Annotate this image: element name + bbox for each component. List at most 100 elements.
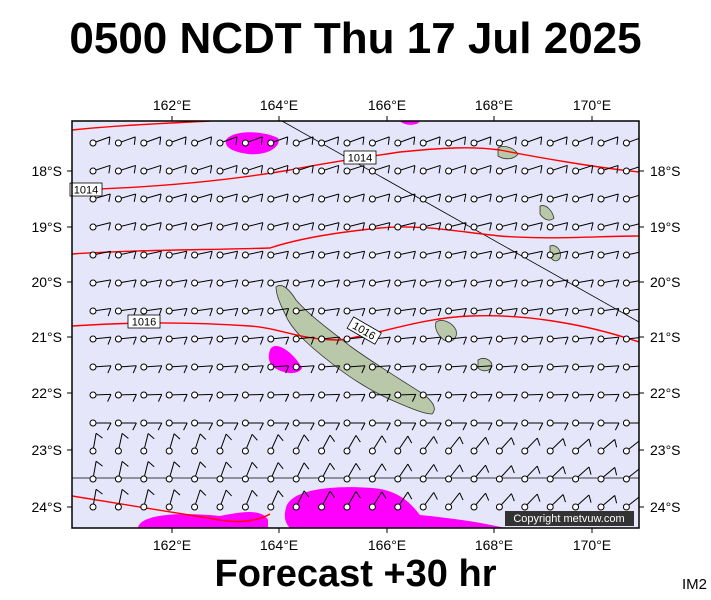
wind-barb-station <box>216 363 224 371</box>
wind-barb-station <box>419 475 427 483</box>
wind-barb-station <box>572 391 580 399</box>
wind-barb-feather <box>463 193 467 202</box>
wind-barb-station <box>318 419 326 427</box>
wind-barb-feather <box>614 422 620 431</box>
wind-barb-feather <box>260 165 264 174</box>
wind-barb-station <box>267 475 275 483</box>
wind-barb-station <box>394 167 402 175</box>
wind-barb-feather <box>513 336 518 345</box>
wind-barb-station <box>343 335 351 343</box>
wind-barb-feather <box>539 222 543 231</box>
lon-label-top: 164°E <box>260 97 298 113</box>
wind-barb-feather <box>310 336 315 345</box>
wind-barb-station <box>368 251 376 259</box>
wind-barb-station <box>495 447 503 455</box>
wind-barb-feather <box>381 491 387 499</box>
wind-barb-feather <box>407 491 413 500</box>
wind-barb-station <box>165 419 173 427</box>
wind-barb-feather <box>437 394 442 402</box>
wind-barb-station <box>495 251 503 259</box>
wind-barb-station <box>546 167 554 175</box>
wind-barb-station <box>394 447 402 455</box>
wind-barb-feather <box>615 394 620 402</box>
wind-barb-station <box>140 335 148 343</box>
svg-text:1014: 1014 <box>74 185 98 197</box>
wind-barb-feather <box>183 336 188 345</box>
lon-label-bottom: 170°E <box>573 537 611 553</box>
wind-barb-feather <box>381 435 387 443</box>
wind-barb-station <box>318 307 326 315</box>
wind-barb-feather <box>251 461 258 469</box>
wind-barb-station <box>216 335 224 343</box>
wind-barb-feather <box>108 193 111 202</box>
wind-barb-feather <box>159 165 162 174</box>
copyright-badge: Copyright metvuw.com <box>505 511 634 526</box>
wind-barb-station <box>368 447 376 455</box>
wind-barb-station <box>521 447 529 455</box>
wind-barb-station <box>241 139 249 147</box>
wind-barb-station <box>445 475 453 483</box>
wind-barb-station <box>140 223 148 231</box>
wind-barb-feather <box>360 422 366 431</box>
wind-barb-station <box>267 503 275 511</box>
wind-barb-station <box>419 139 427 147</box>
wind-barb-feather <box>539 279 544 288</box>
wind-barb-feather <box>311 251 315 260</box>
wind-barb-station <box>597 475 605 483</box>
wind-barb-feather <box>565 193 568 202</box>
wind-barb-station <box>470 335 478 343</box>
wind-barb-feather <box>438 251 442 260</box>
wind-barb-station <box>445 279 453 287</box>
wind-barb-feather <box>260 136 263 145</box>
wind-barb-station <box>470 503 478 511</box>
wind-barb-station <box>318 503 326 511</box>
wind-barb-station <box>368 279 376 287</box>
lat-label-left: 19°S <box>31 219 62 235</box>
wind-barb-station <box>140 363 148 371</box>
wind-barb-station <box>89 139 97 147</box>
wind-barb-feather <box>361 365 366 374</box>
wind-barb-station <box>546 223 554 231</box>
wind-barb-feather <box>158 222 162 231</box>
wind-barb-feather <box>514 222 518 231</box>
wind-barb-station <box>445 139 453 147</box>
wind-barb-feather <box>513 394 518 402</box>
wind-barb-station <box>114 279 122 287</box>
wind-barbs <box>89 136 643 511</box>
wind-barb-feather <box>462 422 468 431</box>
wind-barb-feather <box>286 193 289 202</box>
wind-barb-feather <box>513 365 518 374</box>
wind-barb-station <box>343 251 351 259</box>
wind-barb-feather <box>538 422 544 431</box>
wind-barb-feather <box>311 165 314 174</box>
wind-barb-feather <box>355 435 361 443</box>
lon-label-top: 162°E <box>153 97 191 113</box>
wind-barb-station <box>318 363 326 371</box>
wind-barb-station <box>546 363 554 371</box>
wind-barb-feather <box>485 493 490 501</box>
wind-barb-feather <box>209 279 213 288</box>
wind-barb-feather <box>616 222 619 231</box>
wind-barb-station <box>216 503 224 511</box>
wind-barb-station <box>191 335 199 343</box>
wind-barb-feather <box>285 365 290 374</box>
wind-barb-feather <box>488 365 493 374</box>
wind-barb-feather <box>158 336 163 345</box>
wind-barb-station <box>368 195 376 203</box>
wind-barb-station <box>521 419 529 427</box>
wind-barb-feather <box>259 394 264 402</box>
wind-barb-station <box>267 195 275 203</box>
wind-barb-feather <box>615 279 620 288</box>
wind-barb-station <box>445 503 453 511</box>
wind-barb-feather <box>235 136 238 145</box>
wind-barb-feather <box>199 433 207 440</box>
wind-barb-feather <box>260 251 264 260</box>
wind-barb-station <box>622 503 630 511</box>
wind-barb-feather <box>641 440 643 448</box>
wind-barb-feather <box>590 222 594 231</box>
wind-barb-feather <box>225 433 232 441</box>
wind-barb-feather <box>407 435 413 444</box>
wind-barb-feather <box>107 279 112 288</box>
wind-barb-feather <box>132 394 137 402</box>
wind-barb-station <box>470 139 478 147</box>
